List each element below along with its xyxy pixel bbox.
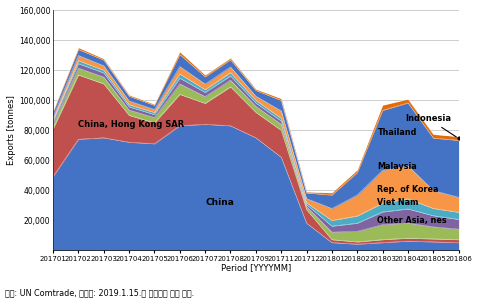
Text: Thailand: Thailand	[377, 128, 417, 137]
Text: Rep. of Korea: Rep. of Korea	[377, 185, 439, 194]
Text: Malaysia: Malaysia	[377, 162, 417, 171]
Y-axis label: Exports [tonnes]: Exports [tonnes]	[7, 95, 16, 165]
Text: Other Asia, nes: Other Asia, nes	[377, 216, 447, 225]
Text: Viet Nam: Viet Nam	[377, 198, 419, 207]
Text: China, Hong Kong SAR: China, Hong Kong SAR	[79, 120, 184, 129]
Text: China: China	[205, 198, 234, 207]
X-axis label: Period [YYYYMM]: Period [YYYYMM]	[221, 263, 291, 272]
Text: Indonesia: Indonesia	[405, 114, 456, 137]
Text: 자료: UN Comtrade, 검색일: 2019.1.15.을 바탕으로 저자 작성.: 자료: UN Comtrade, 검색일: 2019.1.15.을 바탕으로 저…	[5, 288, 194, 297]
